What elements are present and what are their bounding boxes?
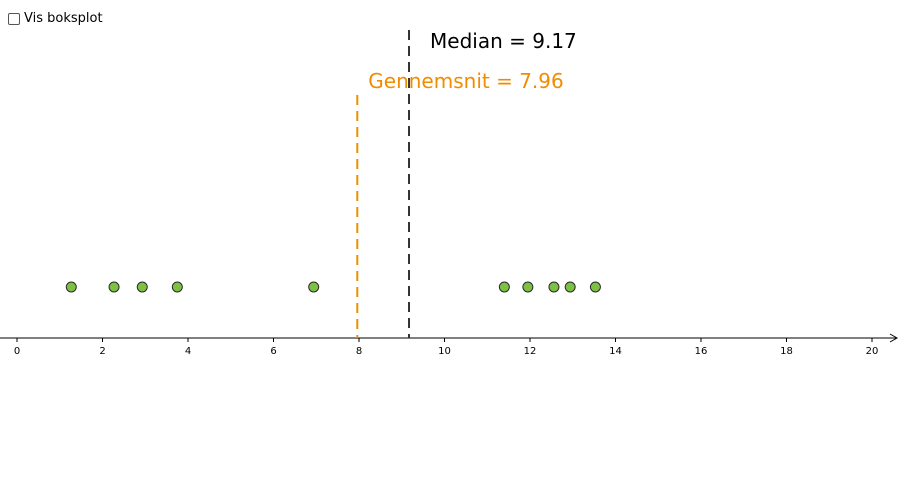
x-tick-label: 10	[438, 346, 451, 357]
x-tick-label: 20	[866, 346, 879, 357]
x-axis-arrow	[889, 333, 899, 343]
data-point	[589, 281, 601, 293]
x-tick-label: 6	[270, 346, 276, 357]
x-tick-label: 0	[14, 346, 20, 357]
show-boxplot-checkbox[interactable]: Vis boksplot	[8, 11, 103, 26]
x-tick-label: 8	[356, 346, 362, 357]
x-axis	[0, 333, 899, 343]
data-point	[564, 281, 576, 293]
data-point	[136, 281, 148, 293]
x-tick-label: 4	[185, 346, 191, 357]
x-tick-label: 16	[695, 346, 708, 357]
data-point	[171, 281, 183, 293]
show-boxplot-label: Vis boksplot	[24, 11, 103, 26]
data-points	[65, 281, 601, 293]
mean-label: Gennemsnit = 7.96	[368, 69, 563, 93]
data-point	[522, 281, 534, 293]
x-tick-label: 2	[99, 346, 105, 357]
x-tick-label: 14	[609, 346, 622, 357]
data-point	[108, 281, 120, 293]
data-point	[308, 281, 320, 293]
data-point	[65, 281, 77, 293]
checkbox-box[interactable]	[8, 12, 20, 25]
x-tick-label: 12	[524, 346, 537, 357]
data-point	[548, 281, 560, 293]
median-label: Median = 9.17	[430, 29, 577, 53]
x-ticks: 0 2 4 6 8 10 12 14 16 18 20	[14, 338, 879, 357]
x-tick-label: 18	[780, 346, 793, 357]
data-point	[498, 281, 510, 293]
